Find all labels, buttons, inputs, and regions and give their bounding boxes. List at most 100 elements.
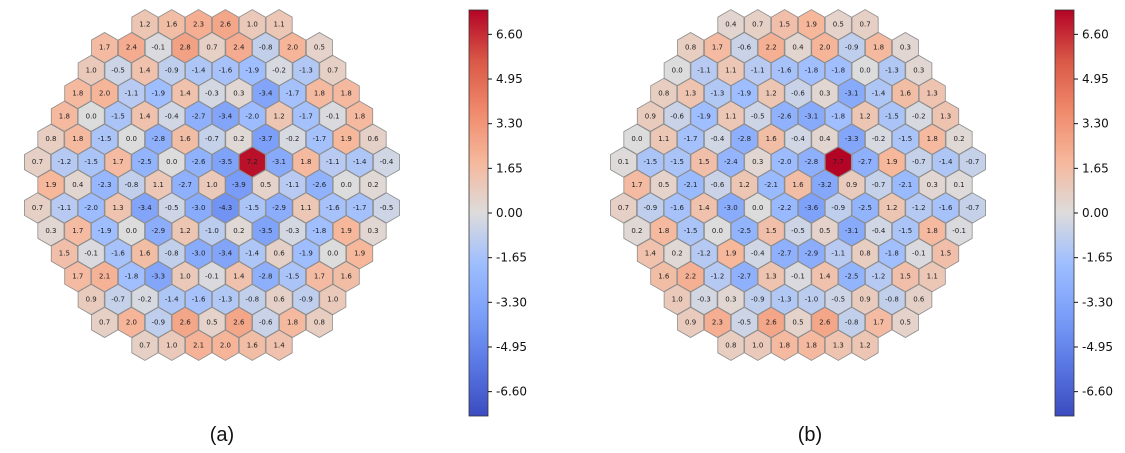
panel-a-hex-value: -1.9	[245, 66, 259, 74]
panel-a-hex-value: -0.6	[259, 318, 273, 326]
panel-b-hex-value: 0.0	[712, 227, 723, 235]
panel-a-cell: 2.1	[185, 329, 213, 361]
panel-a-hex-value: -3.4	[138, 204, 152, 212]
panel-b-cell: 0.5	[891, 306, 919, 338]
panel-b-hex	[824, 238, 852, 270]
panel-b-hex	[851, 329, 879, 361]
panel-b-hex-value: -1.3	[885, 66, 899, 74]
panel-a-hex-value: -0.8	[245, 296, 259, 304]
panel-b-hex-value: -1.3	[711, 89, 725, 97]
panel-a-hex-value: 0.7	[206, 44, 217, 52]
panel-a-hex-value: 0.0	[327, 250, 338, 258]
panel-a-hex-value: 0.0	[126, 227, 137, 235]
panel-b-hex-value: 1.8	[927, 227, 938, 235]
panel-b-hex	[784, 77, 812, 109]
panel-a-hex-value: -1.7	[313, 135, 327, 143]
panel-a-hex-value: -0.8	[259, 44, 273, 52]
panel-a-hex-value: -0.3	[205, 89, 219, 97]
panel-b-hex-value: -0.4	[872, 227, 886, 235]
panel-a-hex-value: 0.7	[327, 66, 338, 74]
panel-b-hex-value: 0.0	[631, 135, 642, 143]
panel-b-colorbar-tick-label: 4.95	[1082, 72, 1109, 86]
panel-b-hex-value: 0.6	[913, 296, 925, 304]
panel-a-hex-value: 1.5	[59, 250, 70, 258]
panel-a-hex-value: 7.2	[247, 158, 258, 166]
panel-b-hex-value: 1.9	[806, 21, 817, 29]
panel-b-cell: -1.1	[824, 238, 852, 270]
panel-b-hex-value: -2.6	[778, 112, 792, 120]
panel-a-hex-value: -3.7	[259, 135, 273, 143]
panel-b-hex-value: 0.1	[954, 181, 965, 189]
panel-b-hex-value: -1.8	[831, 66, 845, 74]
panel-b-cell: 1.8	[797, 329, 825, 361]
panel-b-hex-value: -3.1	[805, 112, 819, 120]
panel-a-cell: 1.4	[265, 329, 293, 361]
panel-a-hex-value: -2.8	[259, 273, 273, 281]
panel-a-hex-value: 1.7	[72, 227, 83, 235]
panel-b-hex-value: -0.8	[885, 296, 899, 304]
panel-a-hex-value: -2.8	[151, 135, 165, 143]
panel-b-hex-value: 0.5	[819, 227, 830, 235]
panel-a-hex-value: -0.1	[84, 250, 98, 258]
panel-a-cell: 1.0	[158, 329, 186, 361]
panel-b-hex-value: 1.5	[766, 227, 777, 235]
panel-b-hex-value: 1.5	[698, 158, 709, 166]
panel-a-hex-value: -1.5	[286, 273, 300, 281]
panel-b-hex	[677, 306, 705, 338]
panel-a-hex	[305, 306, 333, 338]
panel-b-hex-value: -0.9	[751, 296, 765, 304]
panel-a-hex-value: -2.3	[98, 181, 112, 189]
panel-b-hex-value: 0.9	[846, 181, 857, 189]
panel-a-cell: 0.8	[305, 306, 333, 338]
panel-b-hex-value: -0.9	[644, 204, 658, 212]
panel-a-hex	[198, 77, 226, 109]
panel-b-colorbar-tick-label: -1.65	[1082, 251, 1113, 265]
panel-a-hex-value: 1.9	[45, 181, 56, 189]
panel-b-hex-grid: 0.4 0.7 1.5 1.9 0.5 0.7 0.8 1.7 -0.6 2.2 0.4 2.0 -0.…	[610, 9, 986, 361]
panel-b-hex-value: -2.5	[737, 227, 751, 235]
panel-a-hex-value: -3.4	[219, 112, 233, 120]
panel-b-hex-value: -1.2	[872, 273, 886, 281]
panel-a-hex-value: -1.1	[286, 181, 300, 189]
panel-b-hex	[824, 329, 852, 361]
panel-a-hex-value: 2.0	[287, 44, 298, 52]
panel-a-hex-value: -0.9	[299, 296, 313, 304]
panel-a-hex-value: 0.6	[274, 250, 286, 258]
panel-b-hex-value: -0.5	[737, 318, 751, 326]
panel-b-hex-value: -1.4	[872, 89, 886, 97]
panel-a-hex-value: 2.8	[180, 44, 191, 52]
panel-a-hex-value: 0.0	[341, 181, 352, 189]
panel-a-hex-value: 1.1	[153, 181, 164, 189]
panel-b-hex-value: -1.1	[831, 250, 845, 258]
panel-b-hex-value: 0.7	[752, 21, 763, 29]
panel-a-cell: -0.3	[198, 77, 226, 109]
panel-b-hex-value: 0.7	[618, 204, 629, 212]
panel-a-hex-value: 1.6	[166, 21, 178, 29]
panel-a-hex-value: 0.7	[32, 158, 43, 166]
panel-b-hex-value: -2.0	[778, 158, 792, 166]
panel-a-hex-value: -0.2	[138, 296, 152, 304]
panel-b-hex-value: 0.3	[752, 158, 763, 166]
panel-a-hex-value: -0.4	[165, 112, 179, 120]
panel-a-colorbar-tick-label: 3.30	[496, 117, 523, 131]
panel-a-hex-value: 1.2	[180, 227, 191, 235]
panel-a-colorbar-tick-label: -1.65	[496, 251, 527, 265]
panel-b-hex	[663, 238, 691, 270]
panel-a-hex-value: 0.0	[126, 135, 137, 143]
panel-b-hex-value: -1.5	[670, 158, 684, 166]
panel-a-cell: 0.0	[319, 238, 347, 270]
panel-b-hex-value: -1.0	[805, 296, 819, 304]
panel-b-hex-value: -3.1	[845, 227, 859, 235]
panel-a-hex-value: 1.0	[327, 296, 338, 304]
panel-a-hex-value: 1.2	[139, 21, 150, 29]
panel-b-cell: -0.6	[784, 77, 812, 109]
panel-b-cell: -0.4	[744, 238, 772, 270]
panel-b-hex-value: -2.2	[778, 204, 792, 212]
panel-a-hex-value: -1.3	[299, 66, 313, 74]
panel-b-hex-value: -0.1	[791, 273, 805, 281]
panel-b-hex-value: -2.7	[858, 158, 872, 166]
panel-b-colorbar-tick-label: 6.60	[1082, 27, 1109, 41]
panel-a-hex-value: 0.0	[86, 112, 97, 120]
panel-b-hex-value: -1.2	[912, 204, 926, 212]
